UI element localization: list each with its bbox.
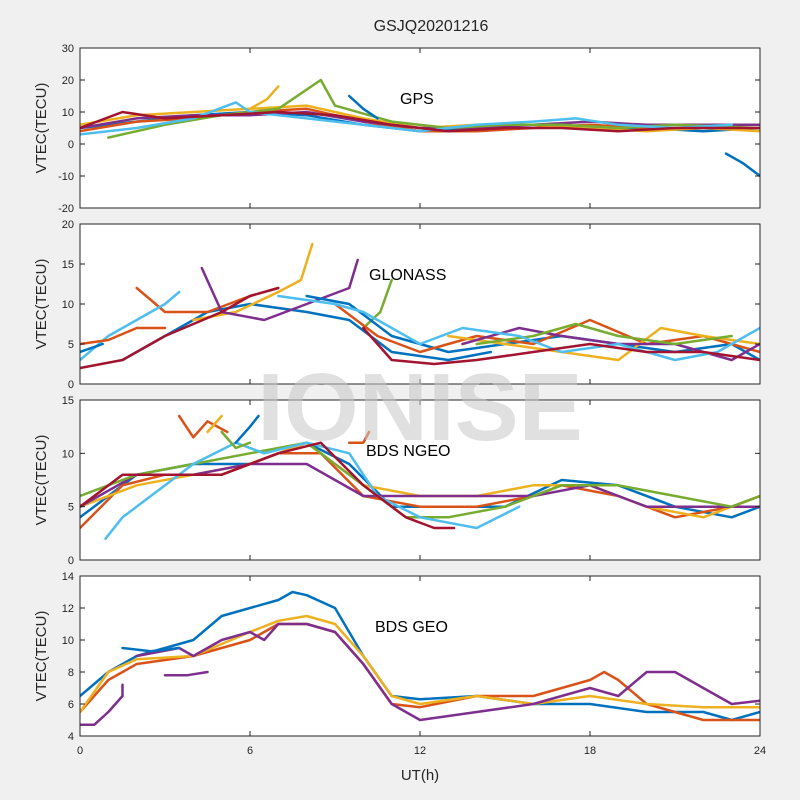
series-line-7 [80, 441, 456, 530]
series-group [80, 414, 760, 540]
y-tick-label: 0 [68, 139, 74, 151]
y-tick-label: 20 [62, 75, 74, 87]
y-tick-label: -20 [58, 203, 74, 215]
x-tick-label: 6 [247, 745, 253, 757]
x-tick-label: 24 [754, 745, 766, 757]
x-tick-label: 18 [584, 745, 596, 757]
y-tick-label: 14 [62, 571, 74, 583]
plot-area [80, 224, 760, 384]
panel-2: 0 5 10 15 20 VTEC(TECU) GLONASS [33, 219, 761, 391]
series-line-6 [104, 441, 521, 540]
panel-1: -20 -10 0 10 20 30 VTEC(TECU) GPS [33, 43, 761, 215]
y-tick-label: 20 [62, 219, 74, 231]
series-group [80, 590, 760, 727]
series-line-8 [724, 152, 760, 178]
series-line-13 [277, 294, 760, 362]
y-tick-label: 10 [62, 107, 74, 119]
y-tick-label: 12 [62, 603, 74, 615]
series-line-10 [447, 326, 760, 362]
y-axis-label: VTEC(TECU) [33, 435, 50, 526]
series-line-10 [347, 94, 379, 120]
y-axis-label: VTEC(TECU) [33, 259, 50, 350]
x-tick-label: 12 [414, 745, 426, 757]
y-tick-label: 10 [62, 635, 74, 647]
series-line-14 [362, 326, 760, 366]
series-line-4 [200, 258, 359, 322]
panel-4: 0 6 12 18 24 4 6 8 10 12 14 VTEC(TECU) BDS GEO [33, 571, 766, 757]
series-line-16 [80, 342, 104, 354]
y-tick-label: 15 [62, 395, 74, 407]
panel-annotation: GPS [400, 91, 434, 108]
panels-group: -20 -10 0 10 20 30 VTEC(TECU) GPS 0 5 10 15 20 VTEC(T… [33, 43, 766, 757]
series-line-4 [80, 683, 124, 727]
series-line-7 [121, 646, 181, 653]
series-line-5 [135, 622, 760, 722]
y-tick-label: -10 [58, 171, 74, 183]
series-line-7 [80, 286, 280, 370]
panel-annotation: BDS GEO [375, 619, 448, 636]
panel-annotation: GLONASS [369, 267, 446, 284]
y-tick-label: 10 [62, 299, 74, 311]
series-line-1 [121, 302, 493, 362]
y-tick-label: 4 [68, 731, 74, 743]
series-line-3 [192, 242, 314, 322]
series-line-11 [220, 430, 252, 450]
panel-annotation: BDS NGEO [366, 443, 450, 460]
y-tick-label: 5 [68, 502, 74, 514]
y-tick-label: 5 [68, 339, 74, 351]
series-group [80, 242, 760, 370]
panel-3: 0 5 10 15 VTEC(TECU) BDS NGEO [33, 395, 761, 567]
y-axis-label: VTEC(TECU) [33, 611, 50, 702]
series-line-6 [163, 670, 209, 677]
plot-area [80, 400, 760, 560]
series-line-7 [80, 110, 760, 133]
series-line-5 [362, 278, 393, 330]
series-line-15 [80, 326, 167, 346]
series-line-10 [206, 414, 223, 434]
series-line-9 [333, 302, 760, 354]
figure-title: GSJQ20201216 [374, 18, 489, 35]
y-tick-label: 0 [68, 555, 74, 567]
x-axis-label: UT(h) [401, 767, 439, 784]
watermark-text: IONISE [257, 354, 582, 461]
y-tick-label: 6 [68, 699, 74, 711]
y-tick-label: 0 [68, 379, 74, 391]
y-tick-label: 30 [62, 43, 74, 55]
series-line-12 [347, 430, 371, 444]
x-tick-label: 0 [77, 745, 83, 757]
series-group [80, 78, 760, 178]
series-line-5 [80, 441, 760, 519]
series-line-8 [177, 414, 229, 439]
y-tick-label: 15 [62, 259, 74, 271]
y-tick-label: 8 [68, 667, 74, 679]
series-line-6 [80, 290, 181, 362]
y-tick-label: 10 [62, 448, 74, 460]
series-line-3 [80, 614, 760, 714]
y-axis-label: VTEC(TECU) [33, 83, 50, 174]
series-line-1 [80, 590, 760, 722]
series-line-9 [234, 414, 260, 444]
series-line-9 [248, 85, 280, 111]
